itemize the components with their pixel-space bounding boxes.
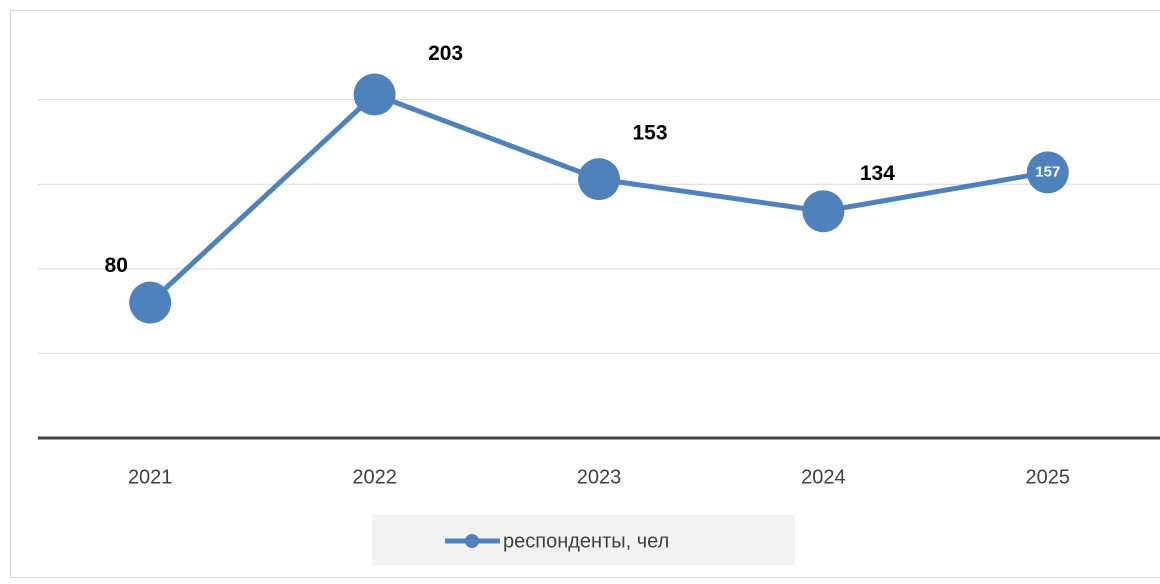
x-tick-label: 2021: [128, 466, 173, 488]
chart-border: [10, 10, 1160, 578]
x-tick-label: 2025: [1026, 466, 1071, 488]
marker: [802, 190, 845, 233]
data-label: 153: [632, 122, 667, 145]
x-tick-label: 2022: [352, 466, 397, 488]
x-tick-label: 2023: [577, 466, 622, 488]
marker: [129, 281, 172, 324]
marker: [1026, 151, 1069, 194]
data-label: 134: [860, 162, 895, 185]
x-tick-label: 2024: [801, 466, 846, 488]
data-label: 203: [428, 42, 463, 65]
marker: [578, 158, 620, 201]
legend-label: респонденты, чел: [503, 530, 669, 552]
data-label: 157: [1035, 163, 1060, 180]
marker: [353, 73, 396, 116]
legend-marker: [465, 534, 479, 548]
legend: [372, 515, 795, 565]
data-label: 80: [105, 254, 128, 277]
